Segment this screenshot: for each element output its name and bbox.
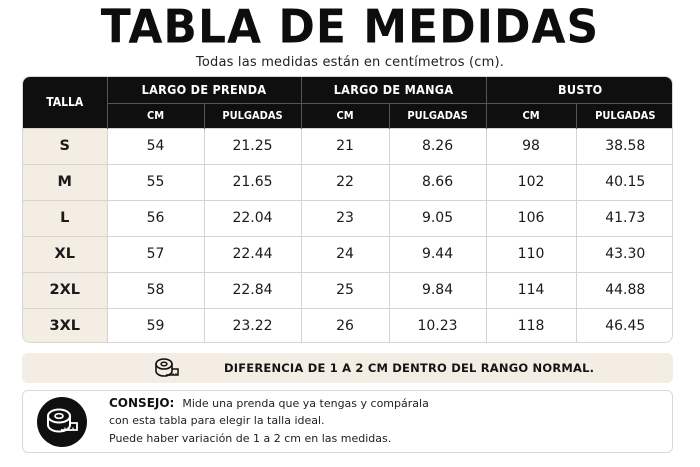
table-row: S 54 21.25 21 8.26 98 38.58 — [23, 127, 672, 164]
note-text: DIFERENCIA DE 1 A 2 CM DENTRO DEL RANGO … — [224, 361, 595, 375]
table-cell: 22.04 — [203, 199, 302, 236]
subheader-pulgadas: PULGADAS — [575, 102, 672, 128]
subheader-cm: CM — [106, 102, 204, 128]
size-cell: 3XL — [23, 307, 107, 342]
table-cell: 114 — [485, 271, 577, 308]
table-cell: 46.45 — [575, 307, 672, 342]
table-cell: 8.66 — [388, 163, 487, 200]
table-cell: 43.30 — [575, 235, 672, 272]
size-cell: 2XL — [23, 271, 107, 308]
size-cell: M — [23, 163, 107, 200]
measuring-tape-icon — [155, 358, 179, 377]
table-cell: 21.65 — [203, 163, 302, 200]
size-chart-table: TALLA LARGO DE PRENDA LARGO DE MANGA BUS… — [22, 76, 673, 343]
page-title: TABLA DE MEDIDAS — [100, 0, 600, 55]
table-row: 3XL 59 23.22 26 10.23 118 46.45 — [23, 307, 672, 342]
table-cell: 22.44 — [203, 235, 302, 272]
table-cell: 24 — [300, 235, 390, 272]
table-cell: 56 — [106, 199, 204, 236]
table-row: XL 57 22.44 24 9.44 110 43.30 — [23, 235, 672, 272]
tip-line-3: Puede haber variación de 1 a 2 cm en las… — [109, 432, 392, 445]
table-cell: 44.88 — [575, 271, 672, 308]
table-cell: 55 — [106, 163, 204, 200]
table-cell: 8.26 — [388, 127, 487, 164]
table-cell: 106 — [485, 199, 577, 236]
table-cell: 25 — [300, 271, 390, 308]
subheader-cm: CM — [300, 102, 390, 128]
table-cell: 40.15 — [575, 163, 672, 200]
table-cell: 9.05 — [388, 199, 487, 236]
table-cell: 41.73 — [575, 199, 672, 236]
measuring-tape-icon — [37, 397, 87, 447]
table-cell: 118 — [485, 307, 577, 342]
table-cell: 10.23 — [388, 307, 487, 342]
tip-label: CONSEJO: — [109, 396, 175, 410]
header-largo-de-manga: LARGO DE MANGA — [300, 77, 487, 103]
table-cell: 38.58 — [575, 127, 672, 164]
table-cell: 102 — [485, 163, 577, 200]
table-cell: 98 — [485, 127, 577, 164]
table-cell: 21.25 — [203, 127, 302, 164]
header-talla: TALLA — [23, 77, 107, 128]
tip-line-1: CONSEJO: Mide una prenda que ya tengas y … — [109, 396, 429, 410]
size-cell: S — [23, 127, 107, 164]
table-cell: 59 — [106, 307, 204, 342]
page-subtitle: Todas las medidas están en centímetros (… — [195, 55, 505, 70]
size-cell: XL — [23, 235, 107, 272]
header-busto: BUSTO — [485, 77, 672, 103]
table-row: L 56 22.04 23 9.05 106 41.73 — [23, 199, 672, 236]
tip-text: Mide una prenda que ya tengas y compáral… — [182, 397, 429, 410]
table-cell: 9.44 — [388, 235, 487, 272]
subheader-pulgadas: PULGADAS — [203, 102, 302, 128]
table-row: M 55 21.65 22 8.66 102 40.15 — [23, 163, 672, 200]
table-cell: 57 — [106, 235, 204, 272]
table-cell: 23.22 — [203, 307, 302, 342]
table-cell: 26 — [300, 307, 390, 342]
size-cell: L — [23, 199, 107, 236]
header-largo-de-prenda: LARGO DE PRENDA — [106, 77, 302, 103]
note-bar: DIFERENCIA DE 1 A 2 CM DENTRO DEL RANGO … — [22, 353, 673, 383]
table-cell: 58 — [106, 271, 204, 308]
table-cell: 9.84 — [388, 271, 487, 308]
subheader-pulgadas: PULGADAS — [388, 102, 487, 128]
table-cell: 22 — [300, 163, 390, 200]
table-cell: 23 — [300, 199, 390, 236]
table-cell: 21 — [300, 127, 390, 164]
table-row: 2XL 58 22.84 25 9.84 114 44.88 — [23, 271, 672, 308]
subheader-cm: CM — [485, 102, 577, 128]
table-cell: 54 — [106, 127, 204, 164]
table-cell: 110 — [485, 235, 577, 272]
tip-box: CONSEJO: Mide una prenda que ya tengas y … — [22, 390, 673, 453]
table-cell: 22.84 — [203, 271, 302, 308]
tip-line-2: con esta tabla para elegir la talla idea… — [109, 414, 325, 427]
